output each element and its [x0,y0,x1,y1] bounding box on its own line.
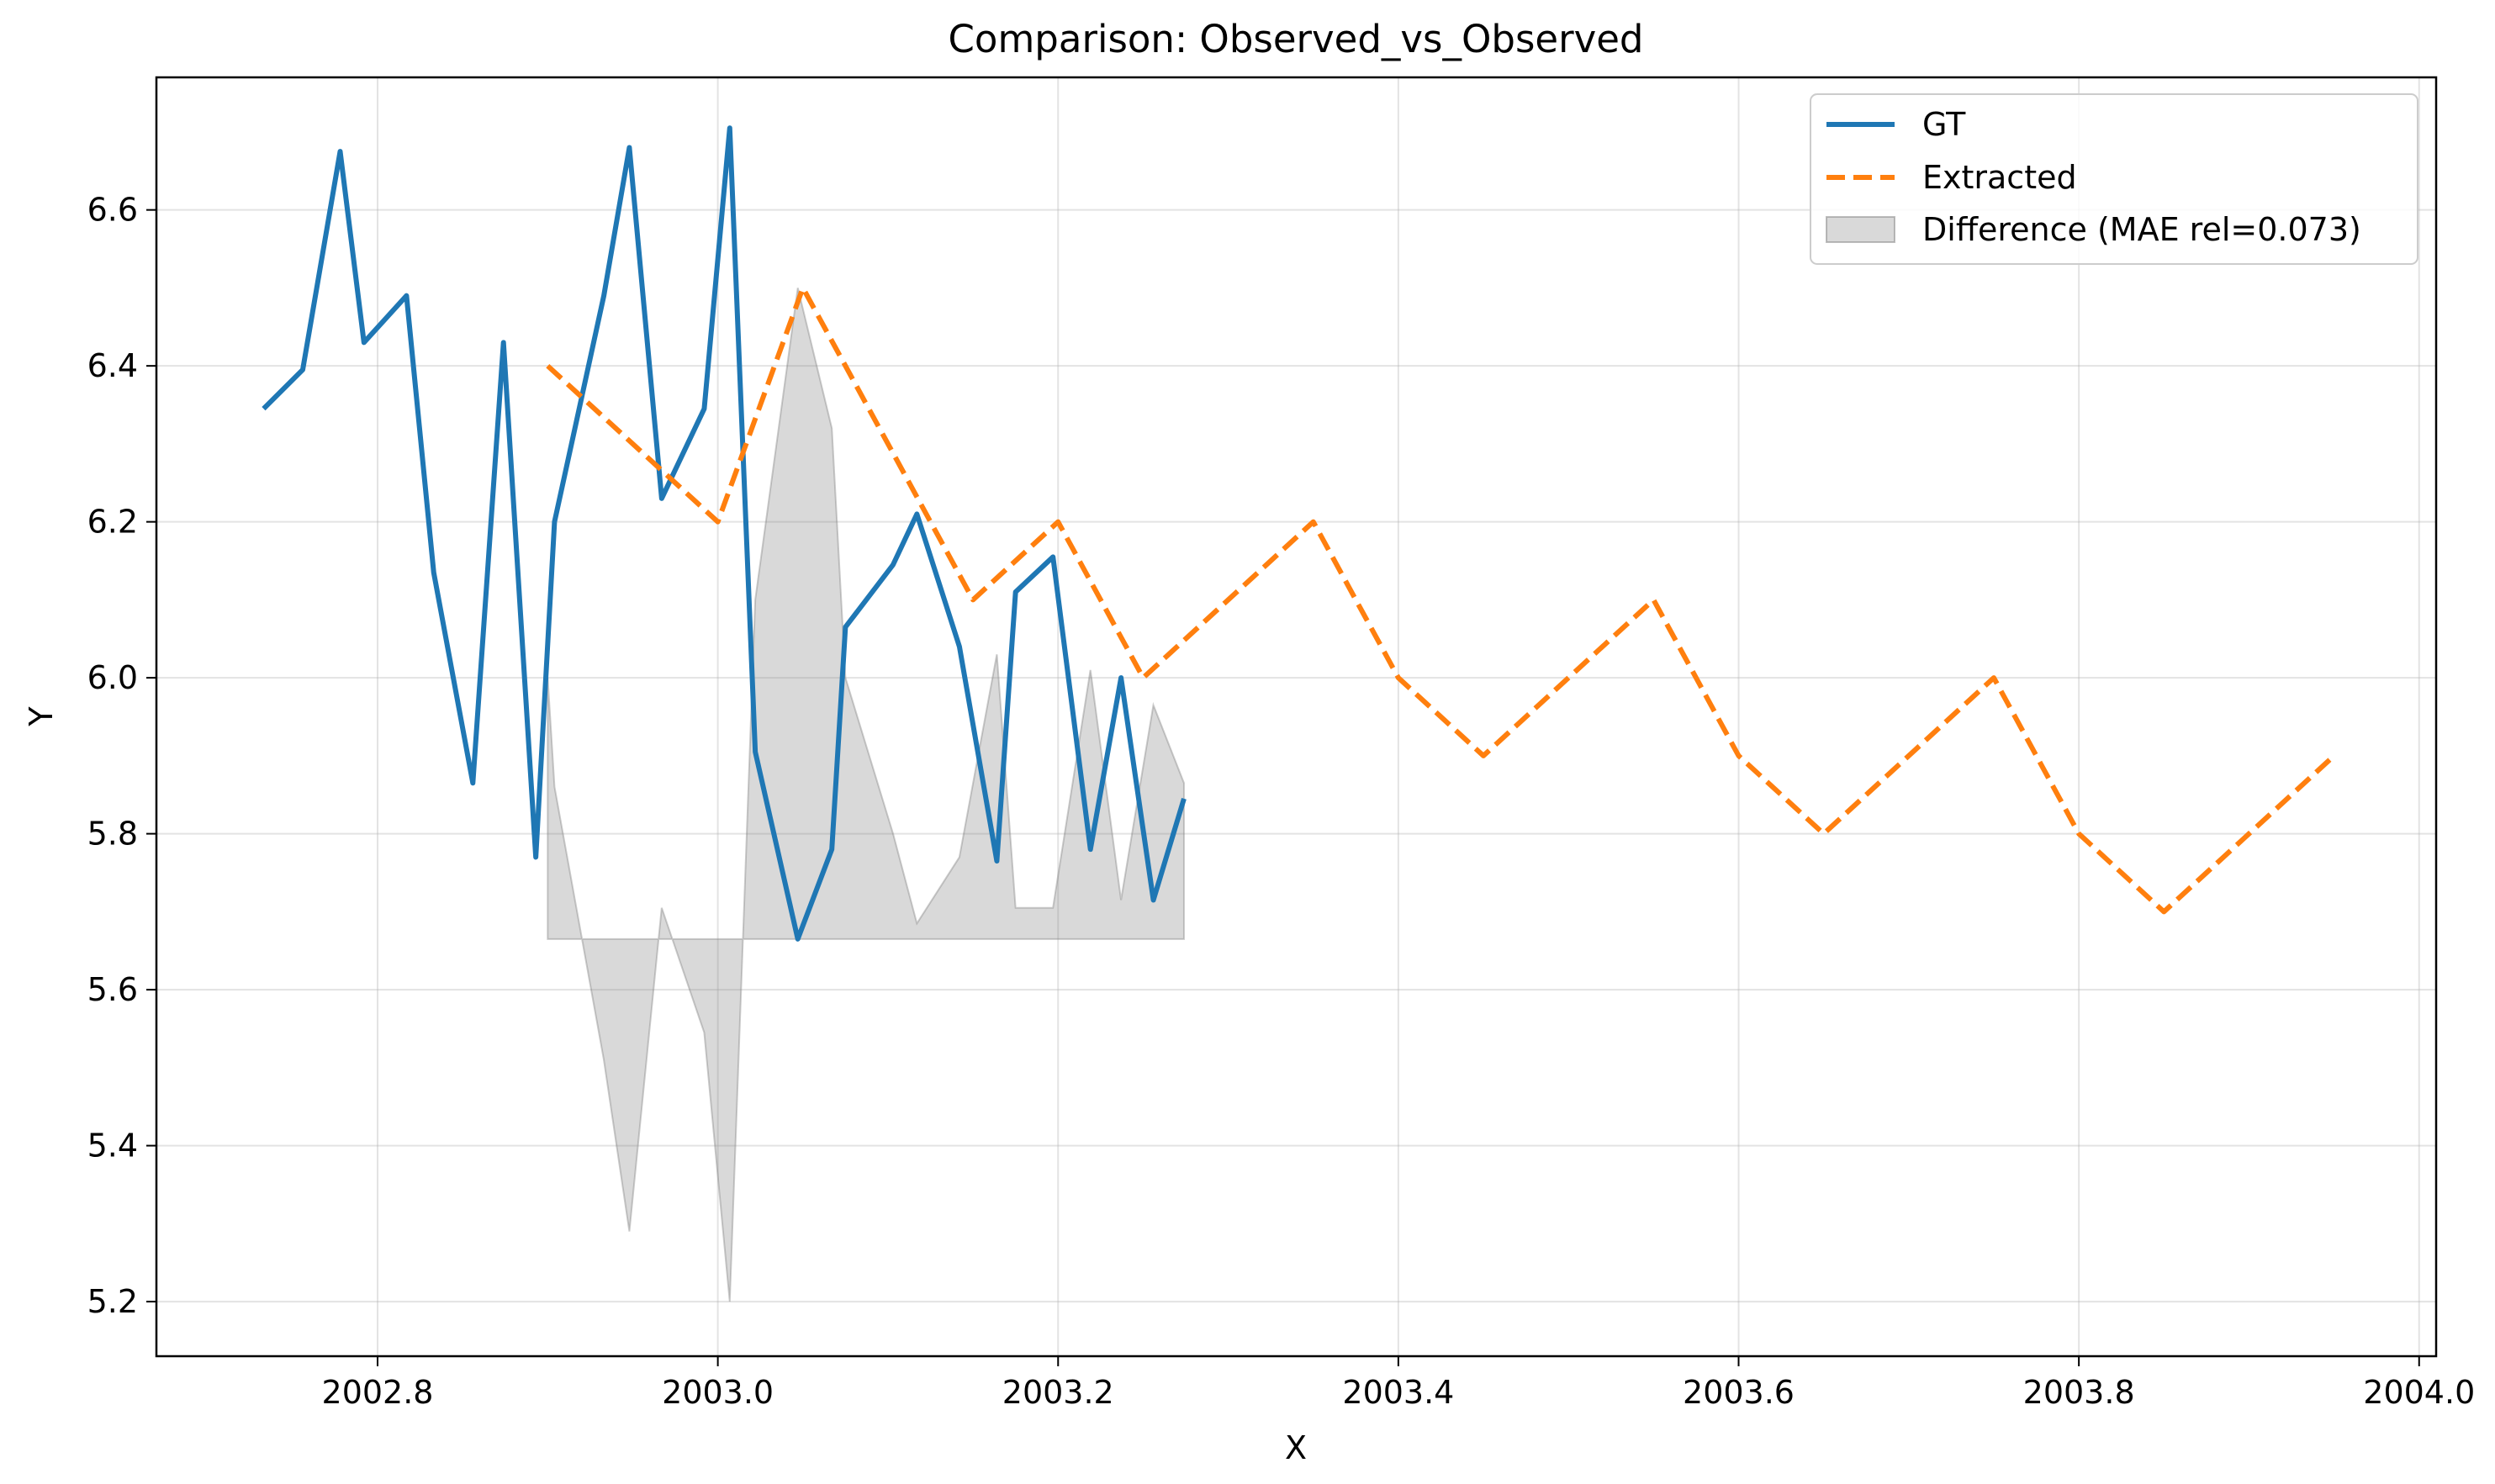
difference-fill-layer [547,288,1185,1302]
difference-area [547,288,1185,1302]
x-tick-label: 2002.8 [322,1374,434,1411]
x-tick-label: 2003.6 [1683,1374,1795,1411]
gt-series-line [262,125,1187,942]
legend-box [1810,93,2418,265]
series-line-layer [262,125,2336,942]
y-tick-label: 6.4 [87,347,138,384]
x-ticks: 2002.8 2003.0 2003.2 2003.4 2003.6 2003.8 2004… [322,1356,2475,1411]
legend: GT Extracted Difference (MAE rel=0.073) [1810,93,2418,265]
y-axis-label: Y [23,706,60,727]
x-tick-label: 2003.8 [2023,1374,2135,1411]
y-tick-label: 5.8 [87,816,138,853]
y-tick-label: 5.4 [87,1128,138,1164]
x-tick-label: 2003.4 [1342,1374,1454,1411]
y-tick-label: 6.0 [87,659,138,696]
legend-extracted-label: Extracted [1922,159,2077,196]
y-tick-label: 6.6 [87,192,138,229]
grid [156,77,2436,1356]
chart-title: Comparison: Observed_vs_Observed [949,17,1644,61]
extracted-series-line [546,285,2336,915]
y-tick-label: 5.2 [87,1283,138,1320]
legend-difference-swatch [1826,216,1895,243]
y-tick-label: 6.2 [87,504,138,541]
axes-frame [155,76,2438,1358]
y-ticks: 5.2 5.4 5.6 5.8 6.0 6.2 6.4 6.6 [87,192,156,1320]
legend-gt-label: GT [1922,106,1966,143]
legend-difference-label: Difference (MAE rel=0.073) [1922,211,2361,248]
x-tick-label: 2003.0 [662,1374,774,1411]
x-axis-label: X [1285,1429,1307,1466]
x-tick-label: 2004.0 [2363,1374,2475,1411]
y-tick-label: 5.6 [87,971,138,1008]
x-tick-label: 2003.2 [1002,1374,1114,1411]
